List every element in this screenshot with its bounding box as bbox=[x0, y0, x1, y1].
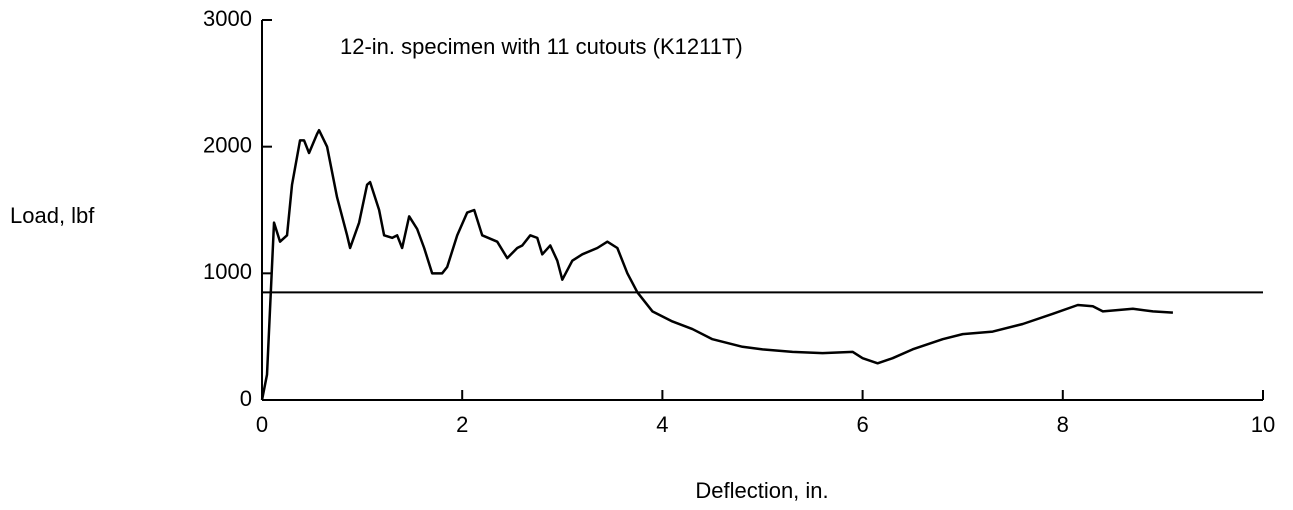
x-tick-label: 2 bbox=[456, 412, 468, 437]
x-tick-label: 6 bbox=[856, 412, 868, 437]
annotation: 12-in. specimen with 11 cutouts (K1211T) bbox=[340, 34, 743, 59]
y-tick-label: 3000 bbox=[203, 6, 252, 31]
x-tick-label: 8 bbox=[1057, 412, 1069, 437]
y-axis-label: Load, lbf bbox=[10, 203, 95, 228]
data-line bbox=[260, 128, 1173, 401]
x-tick-label: 4 bbox=[656, 412, 668, 437]
x-tick-label: 10 bbox=[1251, 412, 1275, 437]
x-tick-label: 0 bbox=[256, 412, 268, 437]
x-axis-label: Deflection, in. bbox=[695, 478, 828, 503]
y-tick-label: 2000 bbox=[203, 132, 252, 157]
y-tick-label: 1000 bbox=[203, 259, 252, 284]
y-tick-label: 0 bbox=[240, 386, 252, 411]
